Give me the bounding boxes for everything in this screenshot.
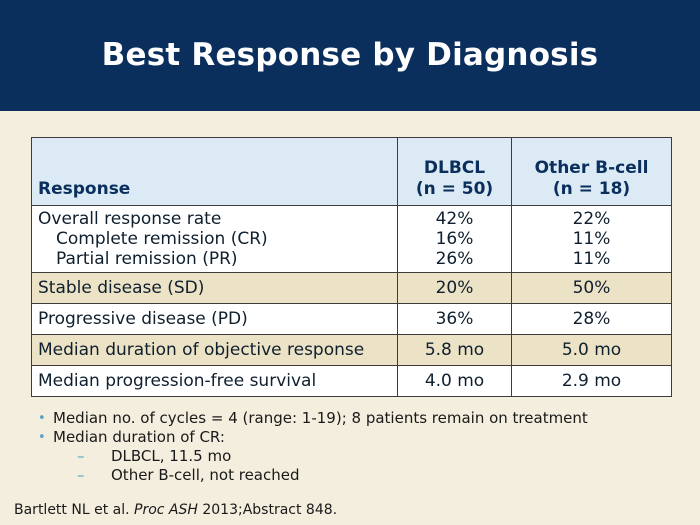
table-row: Progressive disease (PD) 36% 28% xyxy=(31,303,672,335)
sub-dlbcl: DLBCL, 11.5 mo xyxy=(111,447,232,465)
dash-icon: – xyxy=(77,466,85,484)
title-bar: Best Response by Diagnosis xyxy=(0,0,700,111)
citation-authors: Bartlett NL et al. xyxy=(14,502,135,518)
orr-other: 22% xyxy=(572,209,611,229)
sub-other: Other B-cell, not reached xyxy=(111,466,300,484)
pr-other: 11% xyxy=(572,249,611,269)
orr-label-cell: Overall response rate Complete remission… xyxy=(31,205,398,273)
dash-icon: – xyxy=(77,447,85,465)
cr-other: 11% xyxy=(572,229,611,249)
table-row: Stable disease (SD) 20% 50% xyxy=(31,272,672,304)
table-header-row: Response DLBCL (n = 50) Other B-cell (n … xyxy=(31,137,672,206)
sub-list: – DLBCL, 11.5 mo – Other B-cell, not rea… xyxy=(53,447,588,485)
row-label: Median duration of objective response xyxy=(31,334,398,366)
orr-other-cell: 22% 11% 11% xyxy=(511,205,672,273)
bullet-icon: • xyxy=(38,430,46,445)
list-item: • Median duration of CR: – DLBCL, 11.5 m… xyxy=(38,428,588,485)
row-dlbcl: 36% xyxy=(396,303,513,335)
list-item: – Other B-cell, not reached xyxy=(77,466,588,485)
note-cr-duration: Median duration of CR: xyxy=(53,428,225,446)
slide-title: Best Response by Diagnosis xyxy=(101,36,599,73)
citation: Bartlett NL et al. Proc ASH 2013;Abstrac… xyxy=(14,502,337,518)
row-other: 50% xyxy=(511,272,672,304)
orr-dlbcl-cell: 42% 16% 26% xyxy=(396,205,513,273)
note-cycles: Median no. of cycles = 4 (range: 1-19); … xyxy=(53,409,588,427)
citation-rest: 2013;Abstract 848. xyxy=(197,502,338,518)
table-row: Median progression-free survival 4.0 mo … xyxy=(31,365,672,397)
response-table: Response DLBCL (n = 50) Other B-cell (n … xyxy=(31,137,672,397)
table-row: Median duration of objective response 5.… xyxy=(31,334,672,366)
row-label: Stable disease (SD) xyxy=(31,272,398,304)
header-dlbcl-line2: (n = 50) xyxy=(415,179,494,199)
header-response: Response xyxy=(31,137,398,206)
pr-dlbcl: 26% xyxy=(435,249,474,269)
orr-dlbcl: 42% xyxy=(435,209,474,229)
bullet-icon: • xyxy=(38,411,46,426)
header-other: Other B-cell (n = 18) xyxy=(511,137,672,206)
citation-journal: Proc ASH xyxy=(134,502,198,518)
cr-dlbcl: 16% xyxy=(435,229,474,249)
orr-label: Overall response rate xyxy=(38,209,222,229)
header-dlbcl-line1: DLBCL xyxy=(423,158,486,178)
row-dlbcl: 5.8 mo xyxy=(396,334,513,366)
row-dlbcl: 4.0 mo xyxy=(396,365,513,397)
header-other-line1: Other B-cell xyxy=(534,158,649,178)
row-other: 2.9 mo xyxy=(511,365,672,397)
header-other-line2: (n = 18) xyxy=(552,179,631,199)
row-other: 5.0 mo xyxy=(511,334,672,366)
cr-label: Complete remission (CR) xyxy=(56,229,268,249)
notes-list: • Median no. of cycles = 4 (range: 1-19)… xyxy=(38,409,588,485)
list-item: – DLBCL, 11.5 mo xyxy=(77,447,588,466)
row-other: 28% xyxy=(511,303,672,335)
table-row: Overall response rate Complete remission… xyxy=(31,205,672,273)
row-label: Progressive disease (PD) xyxy=(31,303,398,335)
row-label: Median progression-free survival xyxy=(31,365,398,397)
pr-label: Partial remission (PR) xyxy=(56,249,238,269)
header-dlbcl: DLBCL (n = 50) xyxy=(396,137,513,206)
list-item: • Median no. of cycles = 4 (range: 1-19)… xyxy=(38,409,588,428)
row-dlbcl: 20% xyxy=(396,272,513,304)
